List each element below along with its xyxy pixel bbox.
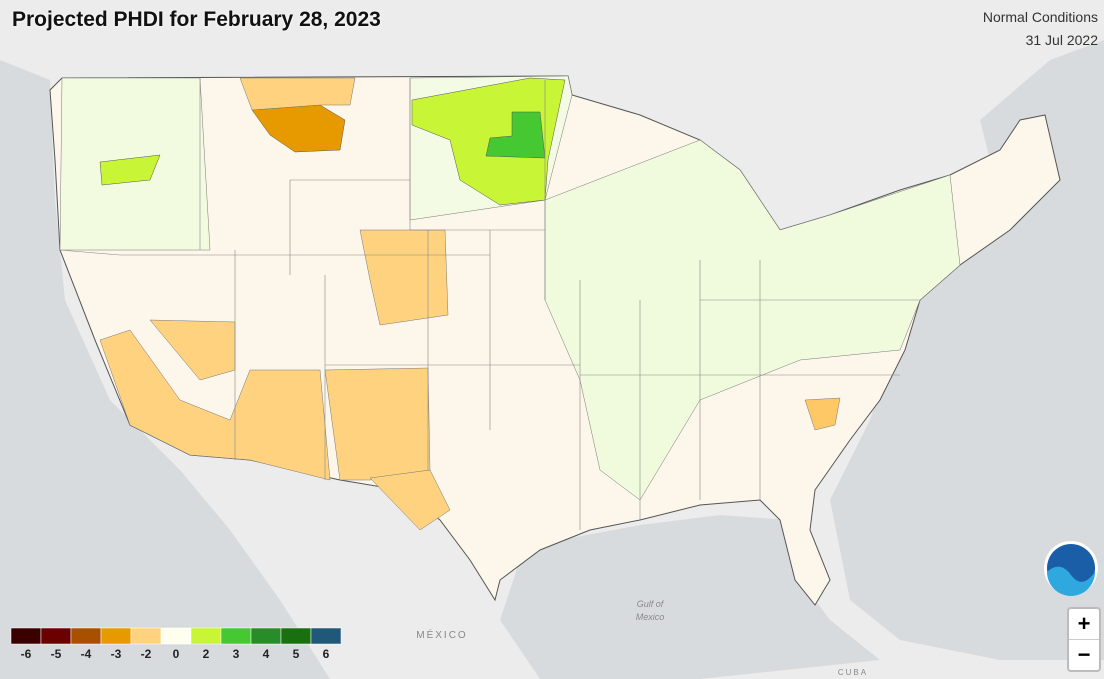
noaa-logo-wave [1047, 566, 1095, 596]
legend-swatch [220, 627, 252, 645]
legend-swatch [10, 627, 42, 645]
region-orange-nc [804, 397, 841, 431]
legend-swatch [280, 627, 312, 645]
country-label: MÉXICO [416, 628, 467, 641]
legend-label: -2 [141, 647, 152, 661]
region-lightorange-tx [369, 469, 451, 531]
legend-swatch [40, 627, 72, 645]
map-info: Normal Conditions 31 Jul 2022 [983, 6, 1098, 52]
region-lightorange-mt [239, 77, 356, 111]
legend-label: 5 [293, 647, 300, 661]
date: 31 Jul 2022 [1025, 32, 1098, 48]
water-label: Gulf of [637, 599, 665, 609]
legend-label: 4 [263, 647, 270, 661]
region-bright-wa [99, 154, 161, 186]
legend-swatch [160, 627, 192, 645]
condition: Normal Conditions [982, 9, 1098, 25]
legend-label: 0 [173, 647, 180, 661]
legend-label: 3 [233, 647, 240, 661]
region-green-dark [485, 111, 546, 159]
legend-swatch [70, 627, 102, 645]
state-lines [59, 78, 920, 530]
legend-swatch [130, 627, 162, 645]
region-bright-nd [411, 77, 566, 206]
legend-swatch [310, 627, 342, 645]
legend-swatch [190, 627, 222, 645]
water-label: Mexico [636, 612, 665, 622]
zoom-in-button[interactable]: + [1077, 611, 1091, 636]
legend-label: -3 [111, 647, 122, 661]
zoom-out-button[interactable]: − [1069, 639, 1099, 670]
legend-label: -6 [21, 647, 32, 661]
map-title: Projected PHDI for February 28, 2023 [12, 8, 381, 31]
legend-swatch [250, 627, 282, 645]
legend-label: 2 [203, 647, 210, 661]
pacific-water [0, 60, 330, 679]
region-lightorange-nm [324, 367, 431, 481]
legend-label: -5 [51, 647, 62, 661]
region-green-east [544, 139, 961, 501]
region-lightorange-sw [99, 329, 331, 481]
legend-label: 6 [323, 647, 330, 661]
country-label: CUBA [838, 668, 868, 677]
legend-label: -4 [81, 647, 92, 661]
zoom-control: + − [1067, 607, 1101, 672]
legend-swatch [100, 627, 132, 645]
gulf-water [500, 515, 880, 679]
